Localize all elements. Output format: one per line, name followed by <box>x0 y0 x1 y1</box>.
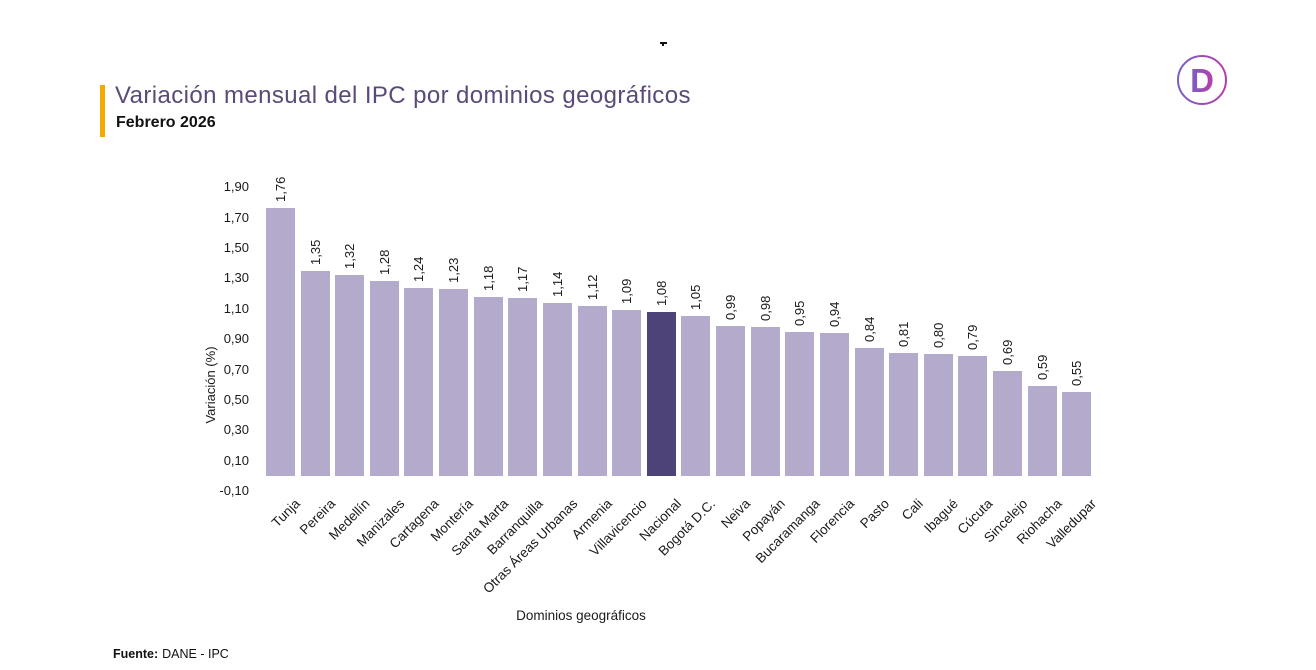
bar-value-label: 0,99 <box>723 294 739 320</box>
top-dash-mark <box>660 42 667 46</box>
source-label: Fuente: <box>113 647 159 661</box>
x-tick-label: Ibagué <box>921 496 961 536</box>
bar <box>508 298 538 476</box>
bar-value-label: 0,84 <box>861 317 877 343</box>
bar <box>993 371 1023 476</box>
bar-value-label: 1,17 <box>515 266 531 293</box>
logo-letter: D <box>1190 62 1214 99</box>
y-tick-label: 1,30 <box>223 270 249 286</box>
bar-value-label: 1,08 <box>653 280 669 306</box>
bar-value-label: 0,81 <box>896 321 912 347</box>
bar <box>646 311 676 476</box>
bar <box>335 275 365 476</box>
bar-value-label: 0,94 <box>826 301 842 328</box>
y-tick-label: 0,30 <box>223 422 249 438</box>
bar-value-label: 0,79 <box>965 324 981 350</box>
source-note: Fuente: DANE - IPC <box>113 647 229 661</box>
x-tick-label: Pasto <box>856 496 892 532</box>
bar-value-label: 1,28 <box>376 250 392 276</box>
bar-value-label: 1,35 <box>307 239 323 265</box>
bar-value-label: 0,98 <box>757 295 773 322</box>
x-tick-label: Cali <box>899 496 927 524</box>
bar <box>300 270 330 476</box>
bar <box>889 352 919 476</box>
bar <box>819 333 849 476</box>
bar <box>785 331 815 476</box>
bar-value-label: 1,18 <box>480 265 496 291</box>
y-tick-label: 0,70 <box>223 361 249 377</box>
bar-value-label: 0,80 <box>930 323 946 349</box>
bar <box>681 316 711 476</box>
source-value: DANE - IPC <box>162 647 229 661</box>
bar <box>473 296 503 476</box>
page-subtitle: Febrero 2026 <box>116 114 216 131</box>
y-tick-label: 1,50 <box>223 240 249 255</box>
title-accent-bar <box>100 85 105 137</box>
bar-value-label: 0,69 <box>1000 339 1016 366</box>
bar <box>716 325 746 476</box>
bar <box>404 287 434 476</box>
bar <box>923 354 953 476</box>
bar-value-label: 1,05 <box>688 285 704 311</box>
y-tick-label: 0,50 <box>223 392 249 407</box>
bar <box>1027 386 1057 476</box>
bar <box>266 208 295 476</box>
bar-value-label: 0,59 <box>1034 355 1050 381</box>
x-axis-title: Dominios geográficos <box>516 608 646 623</box>
bar-value-label: 1,14 <box>549 271 565 297</box>
y-tick-label: 0,90 <box>223 331 249 347</box>
logo-circle <box>1177 55 1227 105</box>
y-tick-label: 1,70 <box>223 209 249 225</box>
bar-value-label: 1,76 <box>273 177 288 203</box>
bar <box>750 327 780 476</box>
bar-value-label: 1,23 <box>446 257 462 284</box>
bar <box>1062 392 1092 476</box>
bar <box>577 305 607 476</box>
dane-logo: D <box>1177 55 1227 105</box>
bar <box>542 302 572 476</box>
bar-value-label: 1,32 <box>342 244 358 270</box>
bar <box>958 355 988 476</box>
bar-value-label: 1,12 <box>584 274 600 300</box>
bar-value-label: 0,95 <box>792 300 808 326</box>
y-tick-label: 1,90 <box>223 179 249 195</box>
bar <box>854 348 884 476</box>
y-tick-label: -0,10 <box>219 483 249 499</box>
bar-value-label: 1,24 <box>411 256 427 282</box>
bar-value-label: 0,55 <box>1069 361 1085 387</box>
bar <box>612 310 642 476</box>
y-tick-label: 1,10 <box>223 300 249 316</box>
bar-value-label: 1,09 <box>619 279 635 305</box>
bar <box>369 281 399 476</box>
bar <box>439 289 469 476</box>
page-title: Variación mensual del IPC por dominios g… <box>115 82 691 109</box>
y-tick-label: 0,10 <box>223 452 249 468</box>
